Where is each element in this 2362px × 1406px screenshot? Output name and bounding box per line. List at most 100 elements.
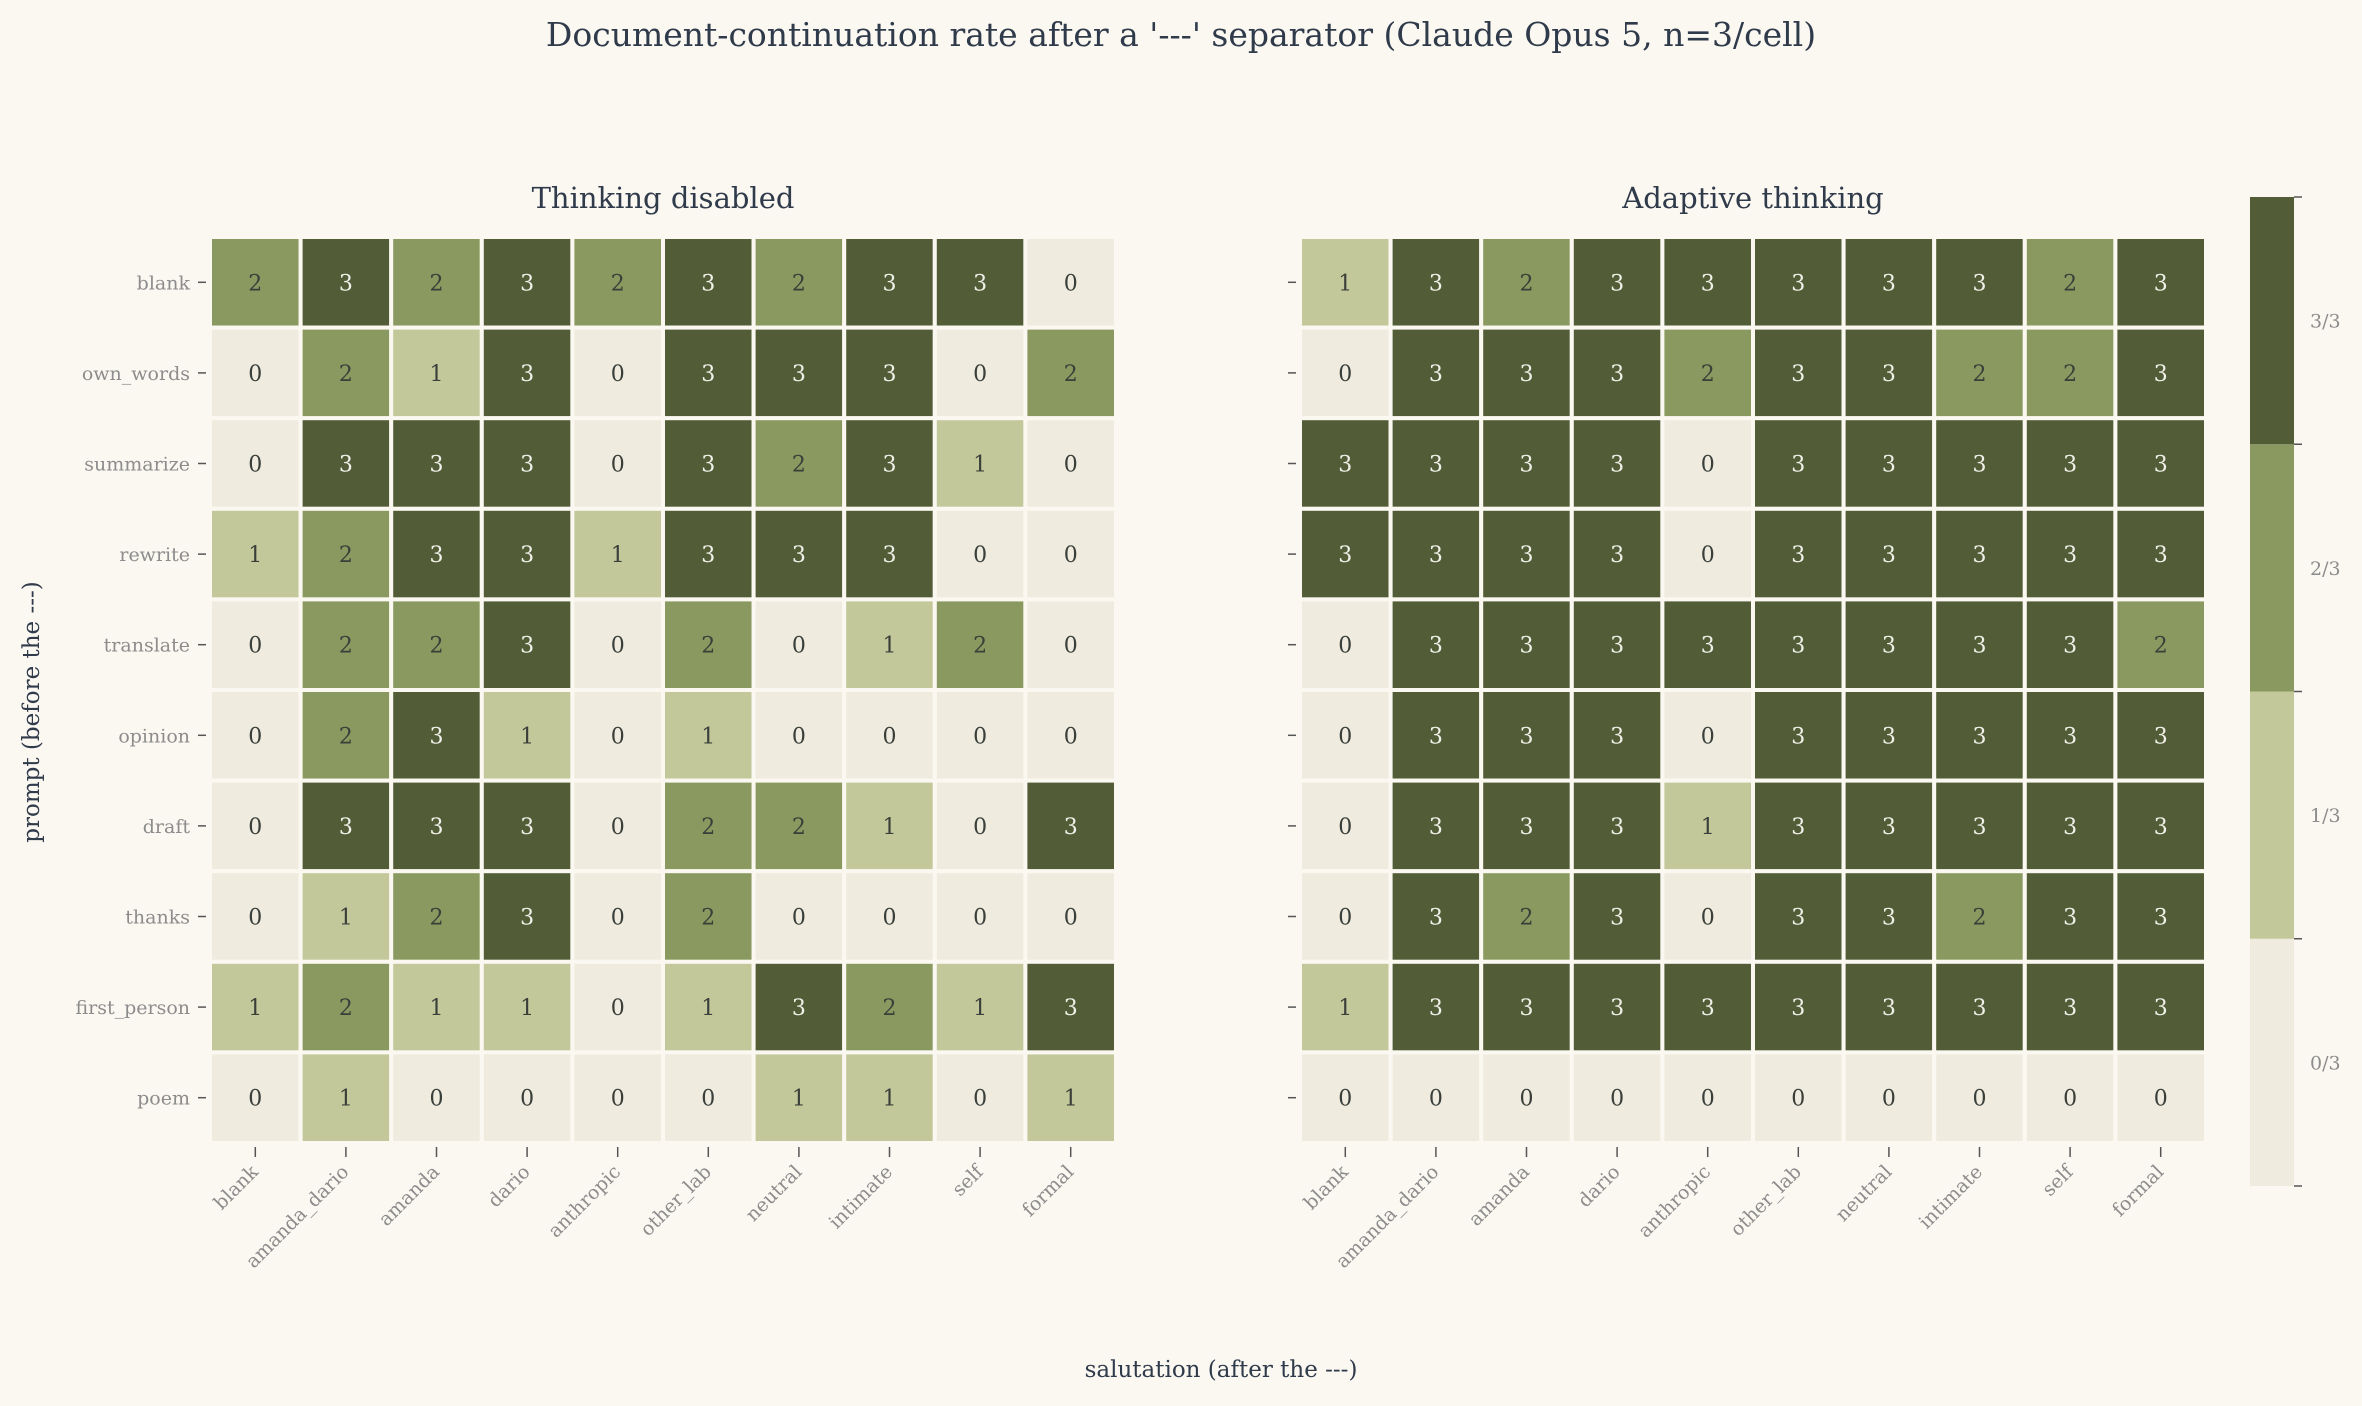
heatmap-cell <box>2113 325 2208 421</box>
cell-value-label: 3 <box>1882 271 1896 296</box>
heatmap-cell <box>1569 1050 1665 1146</box>
panel-title: Adaptive thinking <box>1621 181 1883 215</box>
cell-value-label: 3 <box>1610 815 1624 840</box>
cell-value-label: 3 <box>1610 724 1624 749</box>
cell-value-label: 3 <box>1973 724 1987 749</box>
heatmap-cell <box>298 325 394 421</box>
cell-value-label: 3 <box>1610 271 1624 296</box>
cell-value-label: 3 <box>430 724 444 749</box>
cell-value-label: 3 <box>520 453 534 478</box>
cell-value-label: 3 <box>1429 362 1443 387</box>
cell-value-label: 3 <box>1882 634 1896 659</box>
cell-value-label: 3 <box>2154 724 2168 749</box>
colorbar-tick-label: 3/3 <box>2310 311 2341 333</box>
cell-value-label: 3 <box>883 271 897 296</box>
cell-value-label: 3 <box>339 815 353 840</box>
cell-value-label: 1 <box>1338 271 1352 296</box>
x-tick-label: other_lab <box>1726 1161 1806 1241</box>
heatmap-cell <box>570 688 666 783</box>
heatmap-cell <box>1569 235 1665 330</box>
heatmap-cell <box>932 688 1028 783</box>
heatmap-cell <box>751 959 847 1055</box>
cell-value-label: 3 <box>2063 815 2077 840</box>
heatmap-cell <box>1932 1050 2027 1146</box>
y-tick-label: opinion <box>118 725 190 747</box>
heatmap-panel-2: Adaptive thinking 1 3 2 3 3 3 3 3 2 3 0 3 3 3 2 3 3 2 2 3 3 3 3… <box>1288 181 2208 1273</box>
cell-value-label: 3 <box>1791 362 1805 387</box>
cell-value-label: 0 <box>2063 1087 2077 1112</box>
cell-value-label: 0 <box>1520 1087 1534 1112</box>
cell-value-label: 1 <box>701 724 715 749</box>
cell-value-label: 2 <box>1520 906 1534 931</box>
cell-value-label: 3 <box>430 543 444 568</box>
cell-value-label: 3 <box>1882 724 1896 749</box>
cell-value-label: 3 <box>2154 271 2168 296</box>
heatmap-cell <box>1841 235 1937 330</box>
heatmap-cell <box>751 325 847 421</box>
cell-value-label: 3 <box>1429 815 1443 840</box>
cell-value-label: 2 <box>2154 634 2168 659</box>
cell-value-label: 1 <box>520 724 534 749</box>
cell-value-label: 2 <box>339 362 353 387</box>
cell-value-label: 3 <box>2063 453 2077 478</box>
cell-value-label: 2 <box>2063 271 2077 296</box>
heatmap-cell <box>208 688 303 783</box>
heatmap-cell <box>479 325 575 421</box>
heatmap-cell <box>842 235 937 330</box>
x-tick-label: intimate <box>825 1161 897 1233</box>
cell-value-label: 1 <box>611 543 625 568</box>
heatmap-cell <box>661 325 756 421</box>
heatmap-cell <box>1023 1050 1119 1146</box>
cell-value-label: 1 <box>883 815 897 840</box>
cell-value-label: 0 <box>973 362 987 387</box>
heatmap-cell <box>1932 959 2027 1055</box>
cell-value-label: 3 <box>1882 362 1896 387</box>
heatmap-cell <box>1660 325 1756 421</box>
heatmap-cell <box>389 1050 484 1146</box>
cell-value-label: 3 <box>2063 724 2077 749</box>
heatmap-cell <box>1023 325 1119 421</box>
x-tick-label: amanda <box>1464 1161 1534 1231</box>
cell-value-label: 1 <box>701 996 715 1021</box>
cell-value-label: 1 <box>339 1087 353 1112</box>
panel-title: Thinking disabled <box>532 181 795 215</box>
heatmap-cell <box>1298 325 1393 421</box>
cell-value-label: 3 <box>2154 362 2168 387</box>
cell-value-label: 3 <box>1429 271 1443 296</box>
heatmap-cell <box>842 1050 937 1146</box>
heatmap-cell <box>1023 778 1119 874</box>
cell-value-label: 0 <box>973 906 987 931</box>
x-tick-label: intimate <box>1915 1161 1987 1233</box>
cell-value-label: 3 <box>1791 453 1805 478</box>
y-tick-label: translate <box>104 635 190 657</box>
x-tick-label: anthropic <box>544 1161 625 1242</box>
cell-value-label: 3 <box>1882 906 1896 931</box>
cell-value-label: 1 <box>430 996 444 1021</box>
cell-value-label: 2 <box>430 271 444 296</box>
cell-value-label: 1 <box>792 1087 806 1112</box>
cell-value-label: 3 <box>520 634 534 659</box>
heatmap-cell <box>1841 506 1937 602</box>
cell-value-label: 3 <box>1882 815 1896 840</box>
x-tick-label: self <box>2038 1160 2079 1201</box>
cell-value-label: 3 <box>1520 724 1534 749</box>
heatmap-cell <box>479 688 575 783</box>
cell-value-label: 3 <box>701 543 715 568</box>
heatmap-cell <box>479 778 575 874</box>
cell-value-label: 0 <box>611 724 625 749</box>
cell-value-label: 2 <box>1973 362 1987 387</box>
heatmap-cell <box>932 325 1028 421</box>
heatmap-cell <box>2113 235 2208 330</box>
cell-value-label: 0 <box>792 906 806 931</box>
cell-value-label: 0 <box>973 815 987 840</box>
cell-value-label: 0 <box>1701 453 1715 478</box>
heatmap-cell <box>842 778 937 874</box>
cell-value-label: 3 <box>1610 634 1624 659</box>
heatmap-cell <box>751 416 847 511</box>
cell-value-label: 0 <box>1064 724 1078 749</box>
heatmap-cell <box>208 778 303 874</box>
cell-value-label: 3 <box>1882 543 1896 568</box>
cell-value-label: 0 <box>248 453 262 478</box>
heatmap-cell <box>298 869 394 964</box>
heatmap-cell <box>1479 1050 1574 1146</box>
